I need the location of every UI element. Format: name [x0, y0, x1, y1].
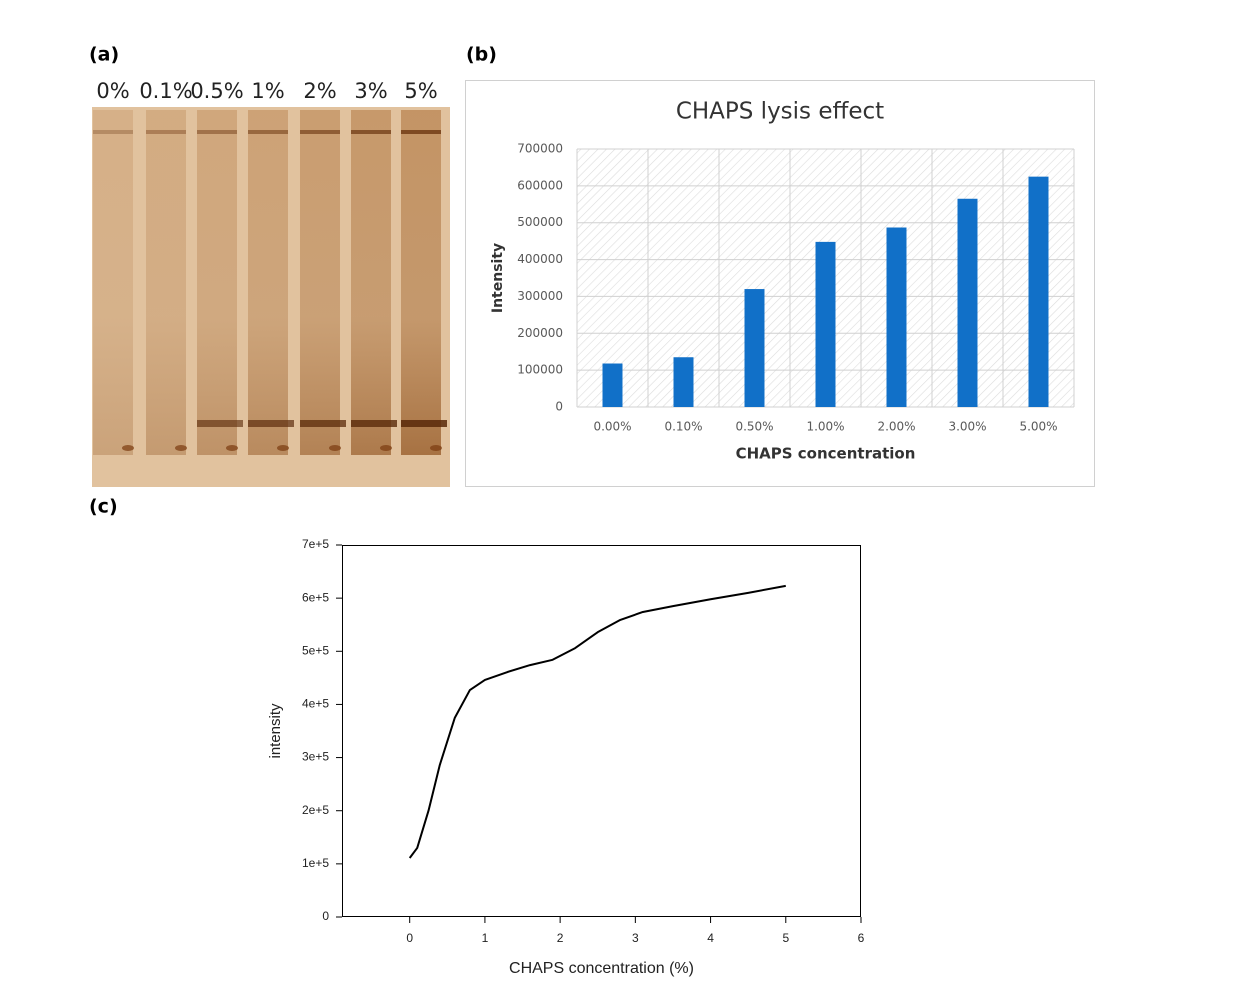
bar	[815, 241, 836, 407]
y-tick-label: 3e+5	[302, 750, 329, 764]
y-tick-label: 0	[322, 909, 329, 923]
gel-band	[197, 130, 237, 134]
chart-title: CHAPS lysis effect	[676, 99, 884, 125]
x-tick-label: 1.00%	[806, 420, 844, 434]
gel-band	[146, 130, 186, 134]
gel-band	[93, 130, 133, 134]
y-tick-label: 6e+5	[302, 590, 329, 604]
x-tick-label: 3	[632, 931, 639, 945]
y-axis-label: intensity	[267, 703, 284, 759]
gel-band	[300, 420, 346, 427]
y-tick-label: 300000	[517, 289, 563, 303]
lane-label: 2%	[303, 79, 336, 103]
gel-band	[197, 420, 243, 427]
lane-label: 0%	[96, 79, 129, 103]
panel-label: (b)	[466, 44, 497, 66]
x-tick-label: 5.00%	[1019, 420, 1057, 434]
plot-frame	[342, 545, 861, 917]
y-tick-label: 500000	[517, 215, 563, 229]
x-tick-label: 0	[406, 931, 413, 945]
y-tick-label: 4e+5	[302, 697, 329, 711]
gel-band	[175, 445, 187, 451]
lane-label: 0.5%	[190, 79, 243, 103]
x-axis-label: CHAPS concentration (%)	[509, 960, 694, 977]
gel-band	[248, 130, 288, 134]
bar	[1028, 176, 1049, 407]
panel-label: (c)	[89, 496, 118, 518]
gel-band	[122, 445, 134, 451]
lane-label: 0.1%	[139, 79, 192, 103]
y-tick-label: 2e+5	[302, 803, 329, 817]
bar	[673, 357, 694, 407]
gel-lane	[197, 110, 237, 455]
gel-band	[401, 130, 441, 134]
gel-band	[380, 445, 392, 451]
gel-band	[351, 130, 391, 134]
gel-band	[351, 420, 397, 427]
x-tick-label: 0.50%	[735, 420, 773, 434]
y-tick-label: 700000	[517, 142, 563, 156]
y-axis-label: Intensity	[490, 243, 506, 313]
gel-band	[277, 445, 289, 451]
line	[408, 584, 786, 859]
gel-band	[401, 420, 447, 427]
gel-lane	[248, 110, 288, 455]
gel-lane	[300, 110, 340, 455]
gel-band	[300, 130, 340, 134]
panel-label: (a)	[89, 44, 119, 66]
y-tick-label: 200000	[517, 326, 563, 340]
x-tick-label: 0.10%	[664, 420, 702, 434]
y-tick-label: 400000	[517, 252, 563, 266]
x-tick-label: 6	[858, 931, 865, 945]
bar	[602, 363, 623, 407]
gel-lane	[93, 110, 133, 455]
gel-lane	[401, 110, 441, 455]
x-tick-label: 5	[782, 931, 789, 945]
x-tick-label: 4	[707, 931, 714, 945]
y-tick-label: 1e+5	[302, 856, 329, 870]
lane-label: 1%	[251, 79, 284, 103]
gel-band	[329, 445, 341, 451]
x-tick-label: 2.00%	[877, 420, 915, 434]
lane-label: 5%	[404, 79, 437, 103]
gel-band	[430, 445, 442, 451]
lane-label: 3%	[354, 79, 387, 103]
gel-band	[226, 445, 238, 451]
x-tick-label: 3.00%	[948, 420, 986, 434]
x-tick-label: 2	[557, 931, 564, 945]
gel-lane	[146, 110, 186, 455]
y-tick-label: 100000	[517, 363, 563, 377]
y-tick-label: 5e+5	[302, 643, 329, 657]
bar	[744, 289, 765, 407]
bar	[886, 227, 907, 407]
y-tick-label: 0	[555, 400, 563, 414]
gel-band	[248, 420, 294, 427]
x-tick-label: 0.00%	[593, 420, 631, 434]
y-tick-label: 600000	[517, 178, 563, 192]
y-tick-label: 7e+5	[302, 537, 329, 551]
x-axis-label: CHAPS concentration	[736, 445, 916, 463]
bar	[957, 198, 978, 407]
gel-lane	[351, 110, 391, 455]
gel-image	[92, 107, 450, 487]
x-tick-label: 1	[482, 931, 489, 945]
